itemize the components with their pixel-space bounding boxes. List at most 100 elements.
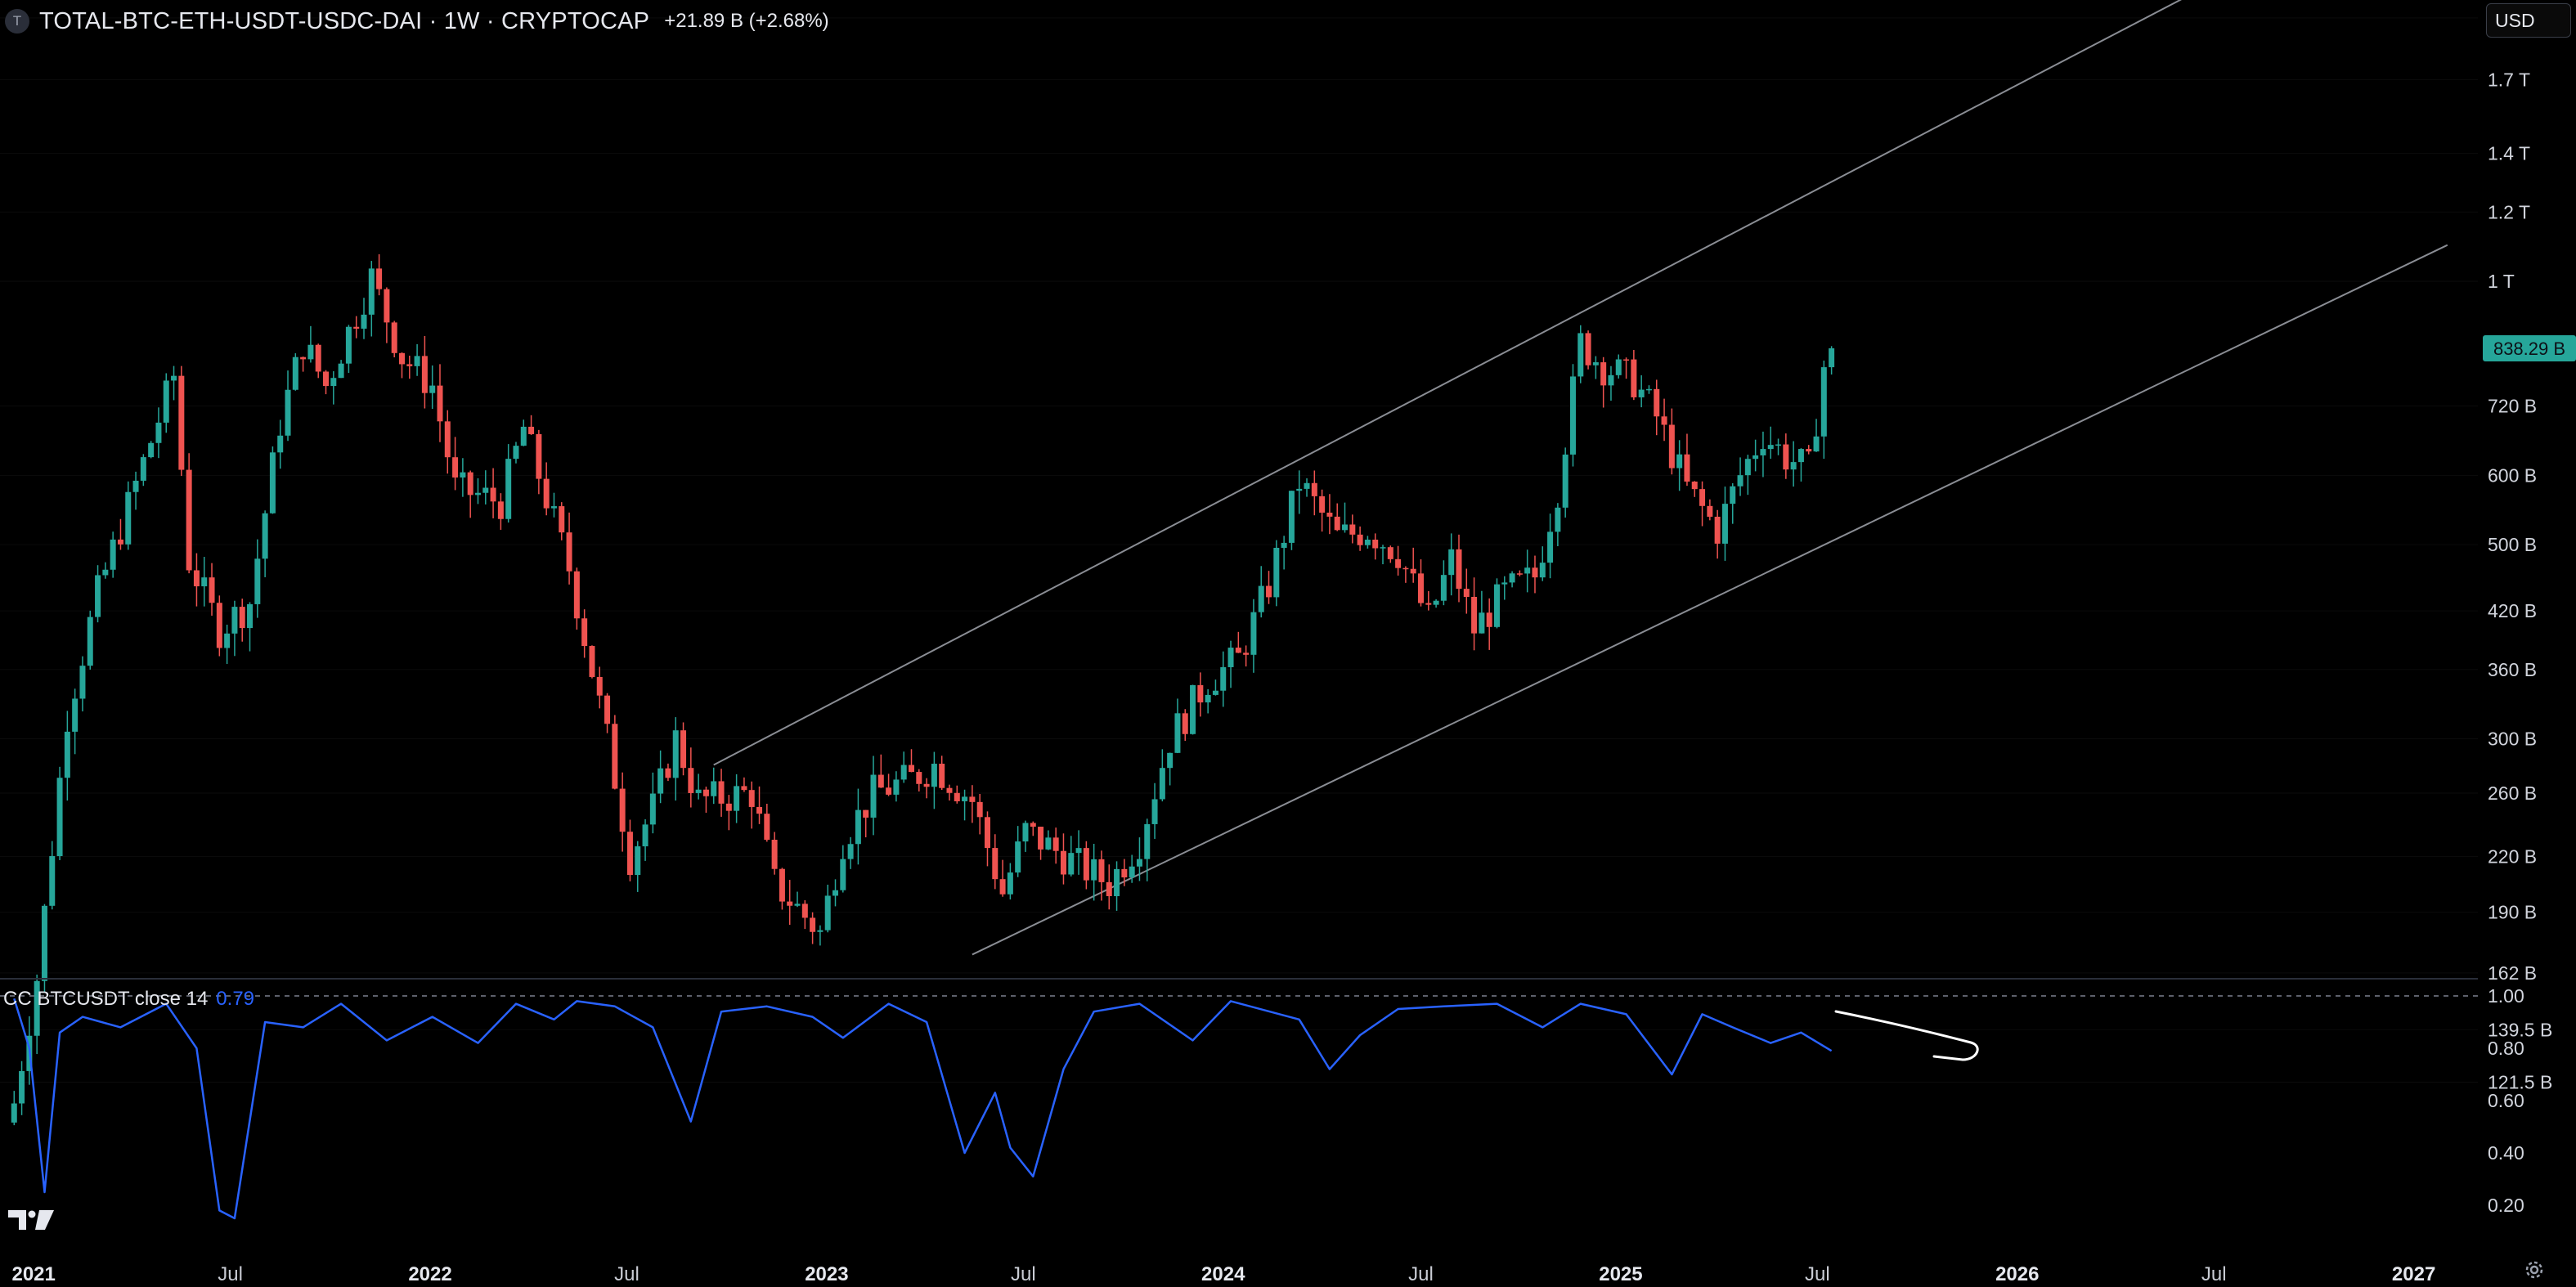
candle-body bbox=[269, 452, 276, 513]
candle-body bbox=[49, 856, 56, 906]
candle-body bbox=[414, 356, 420, 366]
candle-body bbox=[1060, 850, 1066, 875]
candle-body bbox=[1577, 333, 1584, 377]
candle-body bbox=[1767, 445, 1774, 450]
candle-body bbox=[619, 788, 626, 832]
candle-body bbox=[1258, 585, 1264, 612]
candle-body bbox=[916, 772, 922, 784]
correlation-series bbox=[13, 998, 1833, 1220]
candle-body bbox=[1448, 549, 1455, 576]
candle-body bbox=[1813, 436, 1820, 452]
candle-body bbox=[855, 809, 861, 845]
candle-body bbox=[1493, 584, 1500, 627]
price-scale-label: 300 B bbox=[2488, 728, 2537, 749]
candle-body bbox=[338, 363, 344, 379]
candle-body bbox=[1608, 374, 1614, 386]
correlation-line bbox=[13, 998, 1833, 1220]
candle-body bbox=[1380, 547, 1386, 549]
candle-body bbox=[193, 570, 200, 587]
tradingview-logo-icon[interactable] bbox=[8, 1209, 54, 1231]
settings-gear-icon[interactable] bbox=[2522, 1258, 2547, 1282]
candle-body bbox=[657, 768, 664, 794]
time-scale[interactable]: 2021 Jul 2022 Jul 2023 Jul 2024 Jul 2025 Jul 2026 J… bbox=[11, 1263, 2435, 1285]
candle-body bbox=[1402, 567, 1409, 570]
trend-channel[interactable] bbox=[713, 0, 2448, 956]
candle-body bbox=[1342, 524, 1349, 531]
price-scale-label: 139.5 B bbox=[2488, 1019, 2552, 1040]
chart-header: T TOTAL-BTC-ETH-USDT-USDC-DAI · 1W · CRY… bbox=[5, 5, 829, 38]
candle-body bbox=[474, 492, 481, 496]
candle-body bbox=[893, 779, 900, 795]
candle-body bbox=[497, 501, 504, 519]
candle-body bbox=[262, 513, 268, 559]
candle-body bbox=[1820, 367, 1827, 437]
candle-body bbox=[863, 809, 869, 818]
candle-body bbox=[467, 472, 473, 496]
time-scale-label: Jul bbox=[218, 1263, 243, 1285]
candle-body bbox=[72, 698, 79, 732]
currency-button[interactable]: USD bbox=[2486, 3, 2571, 38]
price-scale-label: 360 B bbox=[2488, 659, 2537, 680]
candle-body bbox=[566, 532, 572, 572]
candle-body bbox=[1288, 491, 1295, 543]
price-scale-label: 600 B bbox=[2488, 464, 2537, 486]
price-change: +21.89 B (+2.68%) bbox=[664, 10, 829, 32]
candle-body bbox=[939, 764, 945, 788]
candle-body bbox=[1326, 512, 1333, 517]
candle-body bbox=[19, 1070, 25, 1104]
candle-body bbox=[406, 364, 413, 366]
candle-body bbox=[437, 385, 443, 422]
indicator-scale-label: 0.40 bbox=[2488, 1142, 2524, 1164]
candle-body bbox=[1638, 389, 1645, 397]
candle-body bbox=[1775, 444, 1782, 446]
candle-body bbox=[1190, 684, 1196, 734]
symbol-logo-icon[interactable]: T bbox=[5, 9, 29, 34]
candle-body bbox=[482, 487, 489, 493]
candle-body bbox=[718, 781, 725, 804]
candle-body bbox=[771, 839, 778, 869]
candle-body bbox=[1797, 449, 1804, 463]
candlestick-series bbox=[11, 253, 1835, 1126]
candle-body bbox=[452, 457, 459, 478]
time-scale-label: Jul bbox=[1805, 1263, 1830, 1285]
candle-body bbox=[1410, 568, 1416, 574]
candle-body bbox=[886, 787, 892, 795]
indicator-legend[interactable]: CC BTCUSDT close 14 0.79 bbox=[3, 988, 254, 1011]
candle-body bbox=[1182, 713, 1188, 734]
candle-body bbox=[1038, 827, 1044, 850]
candle-body bbox=[1227, 648, 1234, 667]
candle-body bbox=[171, 375, 177, 381]
candle-body bbox=[1091, 859, 1097, 881]
candle-body bbox=[1296, 488, 1303, 491]
candle-body bbox=[1433, 600, 1439, 605]
candle-body bbox=[132, 480, 139, 492]
candle-body bbox=[421, 356, 428, 393]
indicator-scale[interactable]: 1.00 0.80 0.60 0.40 0.20 bbox=[2488, 985, 2524, 1216]
price-scale-label: 500 B bbox=[2488, 534, 2537, 555]
indicator-value: 0.79 bbox=[216, 988, 255, 1010]
candle-body bbox=[672, 730, 679, 778]
time-scale-label: 2023 bbox=[805, 1263, 848, 1285]
candle-body bbox=[1760, 449, 1766, 455]
candle-body bbox=[1425, 603, 1432, 605]
candle-body bbox=[1205, 694, 1211, 703]
candle-body bbox=[626, 832, 633, 876]
candle-body bbox=[810, 917, 816, 932]
candle-body bbox=[1235, 648, 1241, 653]
candle-body bbox=[391, 322, 397, 353]
hand-drawn-arrow[interactable] bbox=[1834, 1010, 1979, 1061]
candle-body bbox=[1167, 752, 1174, 769]
symbol-title[interactable]: TOTAL-BTC-ETH-USDT-USDC-DAI · 1W · CRYPT… bbox=[39, 7, 650, 34]
time-scale-label: 2026 bbox=[1995, 1263, 2039, 1285]
candle-body bbox=[1273, 547, 1280, 598]
time-scale-label: 2022 bbox=[408, 1263, 451, 1285]
candle-body bbox=[1707, 505, 1713, 517]
grid-lines bbox=[0, 17, 2478, 1083]
candle-body bbox=[596, 676, 603, 696]
candle-body bbox=[11, 1103, 17, 1123]
candle-body bbox=[612, 724, 618, 789]
candle-body bbox=[361, 314, 367, 329]
candle-body bbox=[1829, 348, 1835, 368]
